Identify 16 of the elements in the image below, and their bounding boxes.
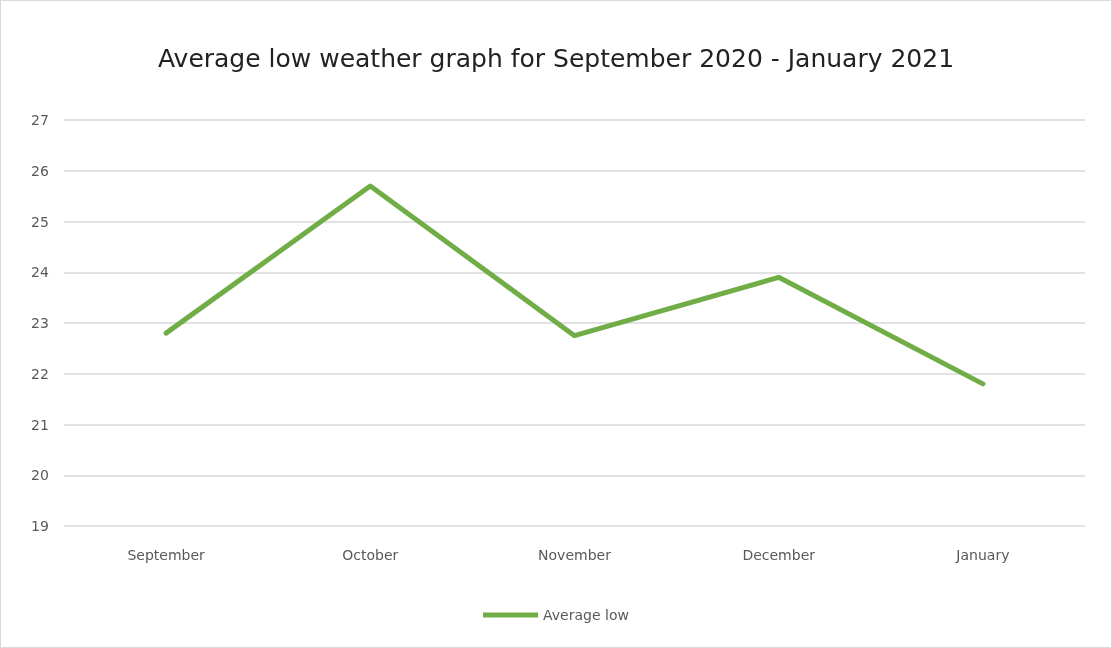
x-tick-label: November [538,547,612,563]
legend-label: Average low [543,607,629,623]
x-tick-label: January [955,547,1010,563]
x-tick-label: September [127,547,206,563]
y-tick-label: 24 [31,264,49,281]
y-tick-label: 19 [31,518,49,534]
y-tick-label: 21 [31,416,49,433]
y-tick-label: 27 [31,112,49,128]
y-tick-label: 23 [31,315,49,331]
y-tick-label: 26 [31,162,49,179]
y-tick-label: 25 [31,213,49,230]
y-tick-label: 22 [31,365,49,382]
y-tick-label: 20 [31,467,49,484]
x-tick-label: December [742,547,816,563]
chart-title: Average low weather graph for September 2020 - January 2021 [157,44,955,73]
x-tick-label: October [342,547,399,563]
